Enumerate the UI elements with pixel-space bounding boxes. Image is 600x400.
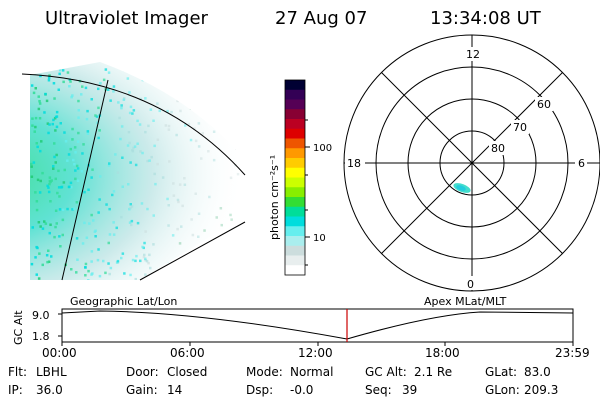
ip-value: 36.0 — [36, 383, 63, 397]
mlt-label-12: 12 — [466, 48, 480, 61]
colorbar-cell — [285, 206, 305, 217]
seq-label: Seq: — [365, 383, 392, 397]
instrument-title: Ultraviolet Imager — [45, 8, 208, 29]
gain-label: Gain: — [126, 383, 158, 397]
door-label: Door: — [126, 365, 159, 379]
mlt-label-6: 6 — [578, 157, 585, 170]
altitude-tick-9: 9.0 — [32, 309, 50, 322]
colorbar-unit-label: photon cm⁻²s⁻¹ — [268, 155, 281, 240]
limb-line — [21, 73, 246, 176]
colorbar-cell — [285, 167, 305, 178]
time-tick-1200: 12:00 — [298, 346, 333, 360]
colorbar-cell — [285, 109, 305, 120]
geo-view-label: Geographic Lat/Lon — [70, 295, 177, 308]
colorbar-cell — [285, 226, 305, 237]
colorbar-tick-100: 100 — [313, 143, 332, 154]
altitude-tick-1-8: 1.8 — [32, 330, 50, 343]
gain-value: 14 — [167, 383, 183, 397]
observation-time: 13:34:08 UT — [430, 8, 541, 29]
earth-image — [21, 62, 246, 281]
altitude-plot: GC Alt 9.0 1.8 00:00 06:00 12:00 18:00 2… — [12, 308, 590, 360]
colorbar-cell — [285, 245, 305, 256]
colorbar-cell — [285, 138, 305, 149]
colorbar-cell — [285, 128, 305, 139]
filter-value: LBHL — [36, 365, 67, 379]
mode-value: Normal — [290, 365, 334, 379]
mlt-label-18: 18 — [347, 157, 361, 170]
glat-label: GLat: — [485, 365, 518, 379]
mode-label: Mode: — [246, 365, 283, 379]
lat-label-60: 60 — [537, 98, 551, 111]
time-tick-0000: 00:00 — [42, 346, 77, 360]
filter-label: Flt: — [8, 365, 27, 379]
colorbar-cell — [285, 89, 305, 100]
colorbar-cell — [285, 255, 305, 266]
seq-value: 39 — [402, 383, 418, 397]
colorbar-cell — [285, 197, 305, 208]
glon-value: 209.3 — [524, 383, 559, 397]
colorbar-cell — [285, 148, 305, 159]
colorbar-cell — [285, 177, 305, 188]
time-tick-1800: 18:00 — [425, 346, 460, 360]
colorbar-cell — [285, 216, 305, 227]
lat-line — [139, 221, 246, 281]
observation-date: 27 Aug 07 — [275, 8, 368, 29]
gcalt-value: 2.1 Re — [414, 365, 453, 379]
colorbar-cell — [285, 80, 305, 91]
altitude-axis-label: GC Alt — [12, 310, 25, 345]
colorbar-cell — [285, 158, 305, 169]
door-value: Closed — [167, 365, 208, 379]
colorbar-cell — [285, 99, 305, 110]
colorbar-tick-10: 10 — [313, 233, 326, 244]
colorbar-cell — [285, 187, 305, 198]
time-tick-2359: 23:59 — [555, 346, 590, 360]
polar-plot-label: Apex MLat/MLT — [424, 295, 507, 308]
mlt-label-0: 0 — [467, 278, 474, 291]
polar-plot: 12 18 6 0 60 70 80 — [343, 34, 600, 292]
glat-value: 83.0 — [524, 365, 551, 379]
colorbar-cell — [285, 265, 305, 276]
glon-label: GLon: — [485, 383, 520, 397]
lat-label-70: 70 — [513, 121, 527, 134]
ip-label: IP: — [8, 383, 23, 397]
lat-label-80: 80 — [491, 142, 505, 155]
dsp-value: -0.0 — [290, 383, 314, 397]
gcalt-label: GC Alt: — [365, 365, 407, 379]
colorbar-cell — [285, 236, 305, 247]
polar-aurora-spot — [453, 183, 471, 193]
meridian-line — [61, 79, 109, 281]
dsp-label: Dsp: — [246, 383, 274, 397]
colorbar: 100 10 photon cm⁻²s⁻¹ — [268, 79, 332, 276]
time-tick-0600: 06:00 — [170, 346, 205, 360]
colorbar-cell — [285, 119, 305, 130]
